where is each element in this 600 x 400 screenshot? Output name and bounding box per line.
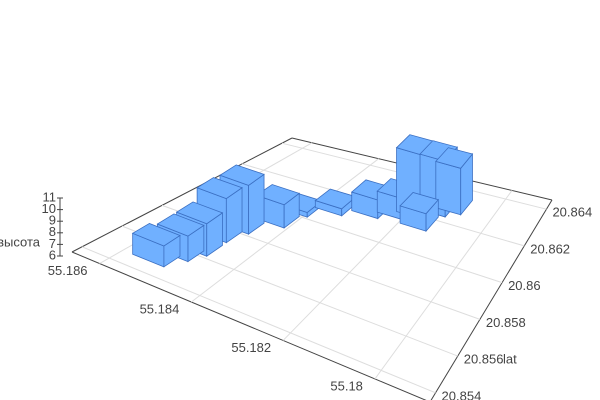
- x-tick-label: 55.184: [140, 301, 180, 316]
- z-axis-title: высота: [0, 234, 41, 249]
- bar-top: [314, 188, 357, 210]
- bar: [131, 223, 181, 268]
- x-tick-label: 55.18: [330, 378, 363, 393]
- y-tick-label: 20.86: [508, 278, 541, 293]
- x-tick-label: 55.182: [231, 340, 271, 355]
- z-tick-label: 7: [49, 236, 56, 251]
- bar-top: [131, 223, 181, 247]
- z-tick-label: 9: [49, 213, 56, 228]
- floor-edge: [71, 251, 427, 400]
- y-tick-label: 20.862: [530, 241, 570, 256]
- floor-edge: [430, 199, 553, 400]
- y-tick-label: 20.864: [552, 205, 592, 220]
- grid-line: [81, 246, 436, 394]
- bar-top: [156, 213, 205, 237]
- y-tick-label: 20.858: [486, 315, 526, 330]
- x-tick-label: 55.186: [48, 263, 88, 278]
- bar-top: [219, 164, 265, 186]
- grid-line: [374, 190, 513, 380]
- bar: [435, 147, 474, 216]
- bar: [314, 188, 357, 217]
- bar-top: [175, 201, 224, 225]
- bar-top: [399, 192, 440, 215]
- z-tick-label: 11: [43, 189, 57, 204]
- grid-line: [191, 158, 379, 303]
- bar-top: [255, 184, 301, 206]
- y-tick-label: 20.856: [464, 352, 504, 367]
- bar-top: [196, 177, 243, 200]
- y-tick-label: 20.854: [442, 388, 482, 400]
- y-axis-title: lat: [503, 351, 517, 366]
- bar-side: [435, 160, 462, 216]
- floor-edge: [71, 137, 293, 253]
- z-tick-label: 10: [42, 201, 56, 216]
- bar: [399, 192, 440, 233]
- z-tick-label: 8: [49, 224, 56, 239]
- bar: [255, 184, 301, 229]
- bar-top: [435, 147, 474, 169]
- z-tick-label: 6: [49, 247, 56, 262]
